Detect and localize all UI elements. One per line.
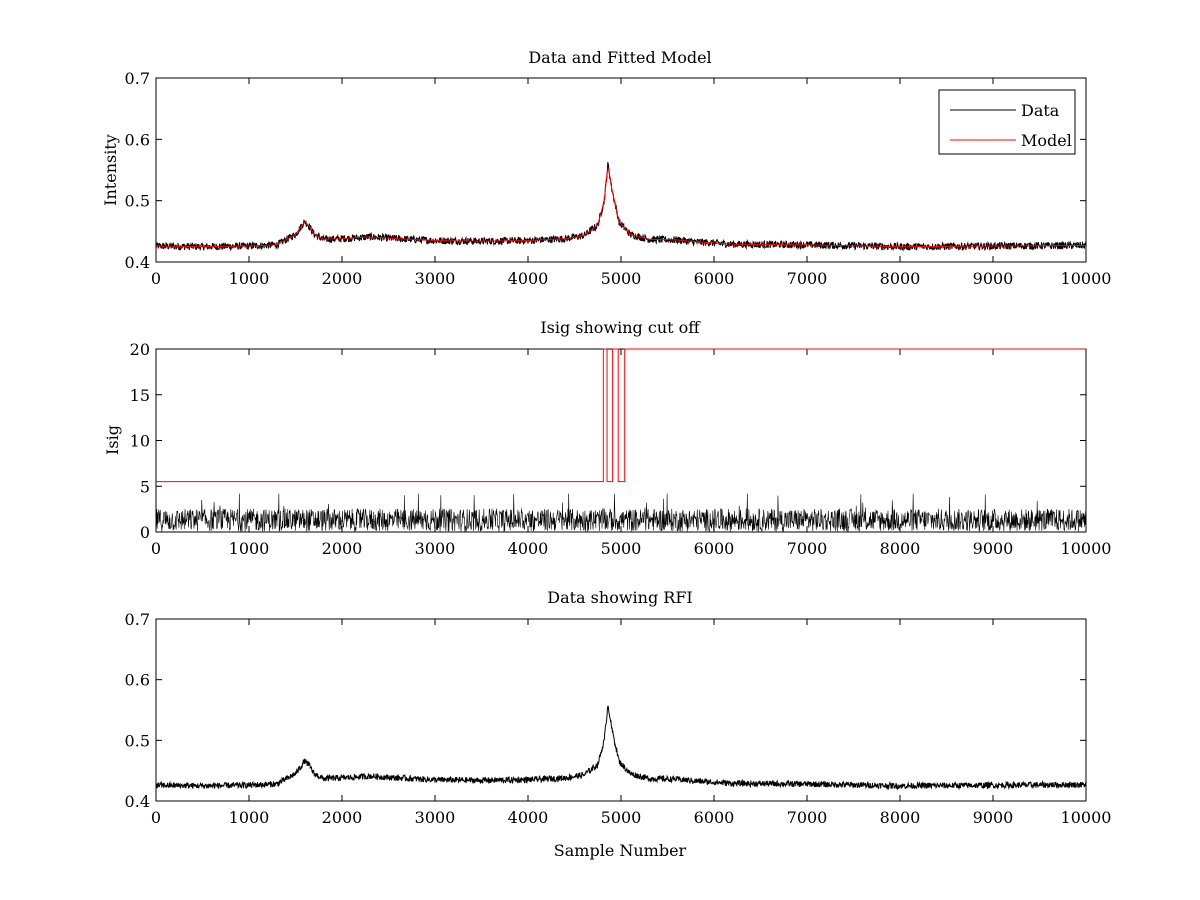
x-tick-label: 4000 bbox=[508, 808, 549, 827]
x-tick-label: 7000 bbox=[787, 808, 828, 827]
x-tick-label: 0 bbox=[151, 269, 161, 288]
x-tick-label: 7000 bbox=[787, 539, 828, 558]
x-tick-label: 2000 bbox=[322, 269, 363, 288]
x-tick-label: 1000 bbox=[229, 539, 270, 558]
x-tick-label: 0 bbox=[151, 808, 161, 827]
subplot-2-ylabel: Isig bbox=[103, 425, 122, 455]
x-tick-label: 10000 bbox=[1061, 269, 1112, 288]
x-tick-label: 0 bbox=[151, 539, 161, 558]
subplot-2-title: Isig showing cut off bbox=[540, 318, 701, 337]
subplot-3-xlabel: Sample Number bbox=[554, 841, 687, 860]
legend: Data Model bbox=[938, 89, 1076, 155]
x-tick-label: 8000 bbox=[880, 539, 921, 558]
x-tick-label: 3000 bbox=[415, 269, 456, 288]
x-tick-label: 4000 bbox=[508, 539, 549, 558]
y-tick-label: 0.7 bbox=[125, 610, 150, 629]
y-tick-label: 0.5 bbox=[125, 192, 150, 211]
x-tick-label: 10000 bbox=[1061, 808, 1112, 827]
subplot-2-series bbox=[155, 348, 1087, 533]
y-tick-label: 0.7 bbox=[125, 69, 150, 88]
y-tick-label: 0.4 bbox=[125, 253, 150, 272]
y-tick-label: 5 bbox=[140, 477, 150, 496]
series-line-cut-off bbox=[156, 348, 1086, 483]
x-tick-label: 5000 bbox=[601, 269, 642, 288]
legend-data-label: Data bbox=[1021, 101, 1060, 120]
y-tick-label: 0.4 bbox=[125, 792, 150, 811]
series-line-data bbox=[155, 705, 1087, 791]
x-tick-label: 8000 bbox=[880, 808, 921, 827]
x-tick-label: 4000 bbox=[508, 269, 549, 288]
x-tick-label: 10000 bbox=[1061, 539, 1112, 558]
x-tick-label: 3000 bbox=[415, 539, 456, 558]
subplot-3: Data showing RFI 0 1000 2000 3000 4000 5000 60… bbox=[125, 588, 1112, 860]
x-tick-label: 1000 bbox=[229, 808, 270, 827]
legend-box bbox=[938, 89, 1076, 155]
y-tick-label: 0.6 bbox=[125, 671, 150, 690]
series-line-isig bbox=[155, 493, 1087, 533]
subplot-1-ticks: 0 1000 2000 3000 4000 5000 6000 7000 8000 9000 100… bbox=[125, 69, 1112, 288]
x-tick-label: 5000 bbox=[601, 539, 642, 558]
y-tick-label: 0.5 bbox=[125, 731, 150, 750]
y-tick-label: 0.6 bbox=[125, 130, 150, 149]
x-tick-label: 2000 bbox=[322, 808, 363, 827]
legend-model-label: Model bbox=[1021, 131, 1072, 150]
x-tick-label: 9000 bbox=[973, 539, 1014, 558]
subplot-2-ticks: 0 1000 2000 3000 4000 5000 6000 7000 8000 9000 100… bbox=[130, 340, 1112, 558]
x-tick-label: 6000 bbox=[694, 539, 735, 558]
y-tick-label: 0 bbox=[140, 523, 150, 542]
x-tick-label: 8000 bbox=[880, 269, 921, 288]
subplot-3-ticks: 0 1000 2000 3000 4000 5000 6000 7000 8000 9000 100… bbox=[125, 610, 1112, 827]
subplot-1-series bbox=[155, 162, 1087, 252]
x-tick-label: 5000 bbox=[601, 808, 642, 827]
x-tick-label: 9000 bbox=[973, 269, 1014, 288]
subplot-3-series bbox=[155, 705, 1087, 791]
subplot-1-ylabel: Intensity bbox=[101, 134, 120, 206]
x-tick-label: 1000 bbox=[229, 269, 270, 288]
series-line-model bbox=[155, 167, 1087, 248]
x-tick-label: 2000 bbox=[322, 539, 363, 558]
subplot-1: Data and Fitted Model Intensity 0 1000 200… bbox=[101, 48, 1111, 288]
x-tick-label: 9000 bbox=[973, 808, 1014, 827]
x-tick-label: 6000 bbox=[694, 269, 735, 288]
subplot-1-title: Data and Fitted Model bbox=[528, 48, 711, 67]
y-tick-label: 20 bbox=[130, 340, 150, 359]
subplot-3-title: Data showing RFI bbox=[547, 588, 692, 607]
subplot-2: Isig showing cut off Isig 0 1000 2000 3000 4… bbox=[103, 318, 1111, 558]
y-tick-label: 15 bbox=[130, 386, 150, 405]
x-tick-label: 7000 bbox=[787, 269, 828, 288]
x-tick-label: 6000 bbox=[694, 808, 735, 827]
y-tick-label: 10 bbox=[130, 432, 150, 451]
x-tick-label: 3000 bbox=[415, 808, 456, 827]
